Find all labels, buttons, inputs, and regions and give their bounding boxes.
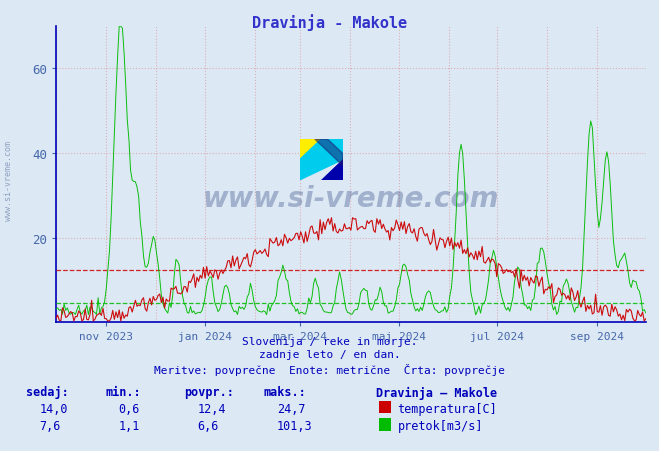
Text: Meritve: povprečne  Enote: metrične  Črta: povprečje: Meritve: povprečne Enote: metrične Črta:… [154, 363, 505, 375]
Text: 14,0: 14,0 [40, 402, 68, 415]
Text: 12,4: 12,4 [198, 402, 226, 415]
Text: www.si-vreme.com: www.si-vreme.com [203, 184, 499, 212]
Text: 1,1: 1,1 [119, 419, 140, 433]
Polygon shape [322, 160, 343, 180]
Text: zadnje leto / en dan.: zadnje leto / en dan. [258, 350, 401, 359]
Text: 7,6: 7,6 [40, 419, 61, 433]
Text: Dravinja - Makole: Dravinja - Makole [252, 14, 407, 31]
Text: 0,6: 0,6 [119, 402, 140, 415]
Text: Slovenija / reke in morje.: Slovenija / reke in morje. [242, 336, 417, 346]
Text: temperatura[C]: temperatura[C] [397, 402, 497, 415]
Text: Dravinja – Makole: Dravinja – Makole [376, 386, 497, 399]
Text: 101,3: 101,3 [277, 419, 312, 433]
Text: sedaj:: sedaj: [26, 386, 69, 399]
Text: maks.:: maks.: [264, 386, 306, 399]
Text: min.:: min.: [105, 386, 141, 399]
Text: www.si-vreme.com: www.si-vreme.com [4, 141, 13, 220]
Polygon shape [315, 140, 343, 166]
Text: povpr.:: povpr.: [185, 386, 235, 399]
Polygon shape [300, 140, 322, 160]
Text: 24,7: 24,7 [277, 402, 305, 415]
Polygon shape [300, 140, 343, 180]
Text: 6,6: 6,6 [198, 419, 219, 433]
Text: pretok[m3/s]: pretok[m3/s] [397, 419, 483, 433]
